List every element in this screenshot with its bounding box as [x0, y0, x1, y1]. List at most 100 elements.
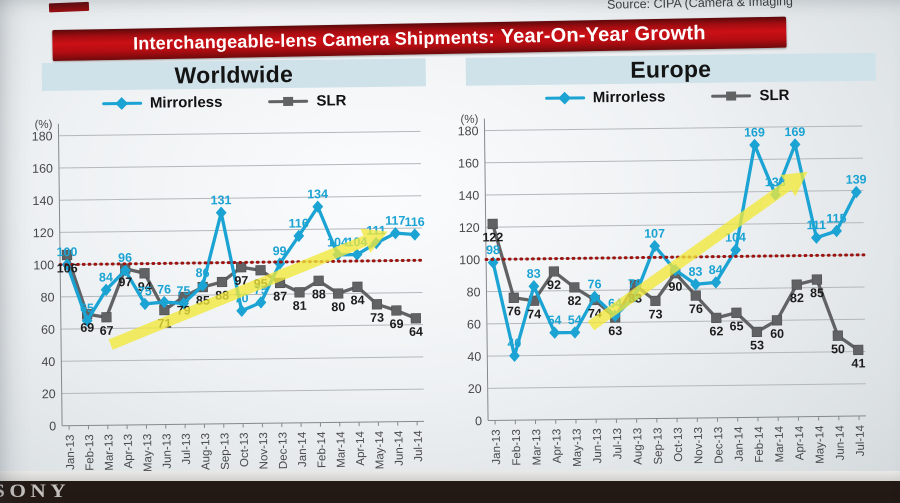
svg-text:Dec-13: Dec-13: [713, 427, 725, 464]
svg-text:40: 40: [507, 336, 521, 350]
svg-text:62: 62: [709, 324, 723, 338]
svg-text:117: 117: [385, 214, 405, 228]
svg-text:100: 100: [56, 245, 77, 259]
svg-text:75: 75: [176, 284, 190, 298]
svg-text:85: 85: [810, 286, 824, 300]
svg-text:139: 139: [846, 172, 867, 186]
europe-chart-panel: Europe Mirrorless SLR 0 20 40 60 80 100 120 140…: [448, 52, 891, 484]
svg-text:Feb-14: Feb-14: [754, 426, 766, 463]
svg-text:76: 76: [587, 277, 601, 291]
svg-text:54: 54: [547, 313, 561, 327]
legend-label-slr: SLR: [316, 91, 347, 110]
svg-text:Jan-14: Jan-14: [297, 431, 309, 467]
svg-text:69: 69: [390, 317, 404, 331]
svg-text:Sep-13: Sep-13: [652, 427, 664, 464]
slr-line-icon: [268, 95, 309, 107]
svg-text:64: 64: [409, 325, 423, 339]
svg-text:20: 20: [468, 382, 482, 396]
svg-text:76: 76: [157, 282, 171, 296]
slr-line-icon: [711, 89, 752, 101]
svg-text:Jun-14: Jun-14: [393, 430, 405, 466]
trend-arrow: [108, 228, 388, 350]
x-axis-labels: Jan-13 Feb-13 Mar-13 Apr-13 May-13 Jun-13 Jul-…: [65, 421, 425, 472]
svg-text:Apr-14: Apr-14: [355, 430, 367, 465]
source-note: Source: CIPA (Camera & Imaging: [606, 0, 794, 12]
svg-text:83: 83: [688, 265, 702, 279]
svg-text:99: 99: [273, 244, 287, 258]
svg-text:75: 75: [138, 284, 152, 298]
y-axis-unit-label: (%): [460, 114, 478, 126]
svg-text:60: 60: [770, 327, 784, 341]
svg-text:Feb-13: Feb-13: [84, 434, 96, 471]
svg-text:140: 140: [458, 189, 479, 203]
worldwide-chart-panel: Worldwide Mirrorless SLR 0 20 40 60 80 100 120…: [22, 58, 431, 489]
reference-line-100: [484, 253, 866, 261]
svg-text:Feb-13: Feb-13: [511, 429, 523, 466]
svg-text:60: 60: [41, 323, 55, 337]
svg-text:94: 94: [138, 280, 152, 294]
svg-text:Jun-13: Jun-13: [161, 433, 173, 468]
series-mirrorless: [61, 200, 421, 327]
svg-text:180: 180: [458, 124, 479, 138]
svg-text:160: 160: [458, 156, 479, 170]
svg-text:169: 169: [784, 125, 805, 139]
svg-text:20: 20: [42, 387, 56, 401]
svg-text:Jan-13: Jan-13: [65, 435, 77, 470]
legend-label-slr: SLR: [759, 86, 790, 104]
x-axis-labels: Jan-13 Feb-13 Mar-13 Apr-13 May-13 Jun-13 Jul-…: [491, 416, 867, 467]
svg-text:Aug-13: Aug-13: [200, 433, 212, 470]
svg-text:Mar-14: Mar-14: [335, 431, 347, 468]
svg-text:Mar-13: Mar-13: [531, 429, 543, 466]
legend-label-mirrorless: Mirrorless: [592, 87, 666, 106]
svg-text:Jun-14: Jun-14: [834, 425, 846, 461]
legend-item-slr: SLR: [268, 91, 347, 110]
svg-text:87: 87: [273, 289, 287, 303]
legend-item-slr: SLR: [711, 86, 789, 104]
svg-text:41: 41: [851, 356, 865, 370]
svg-text:Jul-14: Jul-14: [413, 430, 425, 462]
svg-text:60: 60: [467, 317, 481, 331]
svg-text:111: 111: [806, 218, 826, 232]
svg-text:120: 120: [33, 226, 54, 240]
svg-text:65: 65: [730, 319, 744, 333]
svg-text:116: 116: [288, 216, 308, 230]
svg-text:40: 40: [467, 350, 481, 364]
svg-text:96: 96: [118, 251, 132, 265]
svg-text:65: 65: [80, 301, 94, 315]
svg-text:67: 67: [100, 324, 114, 338]
svg-text:Apr-13: Apr-13: [123, 434, 135, 469]
svg-text:Apr-13: Apr-13: [551, 429, 563, 464]
labels-slr: 122767492827463837390766265536082855041: [482, 230, 865, 370]
svg-text:Dec-13: Dec-13: [277, 432, 289, 469]
worldwide-chart-title: Worldwide: [174, 60, 294, 88]
svg-text:76: 76: [689, 302, 703, 316]
svg-text:180: 180: [32, 129, 53, 143]
svg-text:54: 54: [568, 313, 582, 327]
series-mirrorless: [487, 138, 862, 362]
svg-text:73: 73: [649, 307, 663, 321]
svg-text:Aug-13: Aug-13: [632, 428, 644, 465]
svg-text:104: 104: [725, 230, 746, 244]
svg-text:69: 69: [80, 321, 94, 335]
svg-text:169: 169: [744, 125, 765, 139]
svg-text:0: 0: [49, 419, 56, 433]
svg-text:Jun-13: Jun-13: [592, 428, 604, 463]
svg-text:83: 83: [527, 267, 541, 281]
svg-text:Jul-13: Jul-13: [181, 433, 193, 464]
svg-text:Sep-13: Sep-13: [219, 433, 231, 470]
worldwide-header-band: Worldwide: [41, 58, 426, 91]
svg-text:Jan-13: Jan-13: [491, 429, 503, 464]
cropped-red-element: [48, 1, 90, 13]
svg-text:74: 74: [527, 307, 541, 321]
svg-text:160: 160: [32, 162, 53, 176]
europe-header-band: Europe: [465, 52, 876, 86]
svg-text:84: 84: [99, 270, 113, 284]
svg-text:Feb-14: Feb-14: [316, 431, 328, 468]
svg-text:Oct-13: Oct-13: [239, 432, 251, 467]
legend-item-mirrorless: Mirrorless: [101, 93, 223, 111]
banner-title-highlight: Year-On-Year Growth: [500, 22, 706, 48]
svg-text:82: 82: [567, 294, 581, 308]
svg-text:40: 40: [41, 355, 55, 369]
